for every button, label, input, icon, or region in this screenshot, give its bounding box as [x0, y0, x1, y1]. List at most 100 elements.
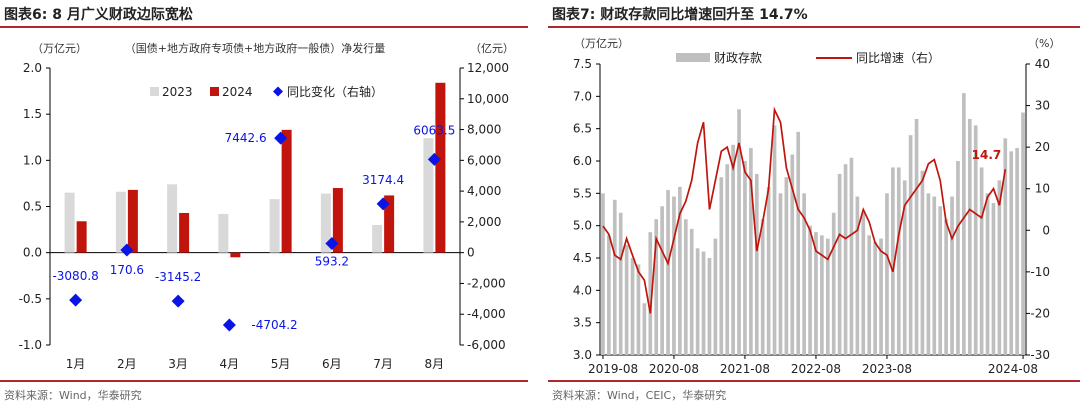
- bar-2024: [281, 129, 292, 253]
- left-tick-label: 2.0: [23, 61, 42, 75]
- bar-2024: [127, 189, 138, 253]
- x-tick-label: 6月: [322, 357, 342, 371]
- bar-fiscal-deposit: [814, 232, 818, 355]
- left-tick-label: 6.0: [573, 154, 592, 168]
- bar-2024: [435, 82, 446, 253]
- right-tick-label: -30: [1030, 348, 1050, 362]
- left-bottom-rule: [0, 380, 528, 382]
- right-y-axis-label: （亿元）: [470, 42, 514, 55]
- x-tick-label: 3月: [168, 357, 188, 371]
- right-bottom-rule: [548, 380, 1080, 382]
- bar-fiscal-deposit: [778, 193, 783, 355]
- left-chart-svg: （万亿元） （亿元） （国债+地方政府专项债+地方政府一般债）净发行量 -1.0 -0.…: [19, 41, 514, 371]
- bar-fiscal-deposit: [973, 125, 978, 355]
- bar-fiscal-deposit: [695, 248, 700, 355]
- bar-fiscal-deposit: [1015, 148, 1019, 355]
- yoy-change-marker: [120, 243, 134, 257]
- right-tick-label: 2,000: [467, 215, 501, 229]
- x-tick-label: 5月: [271, 357, 291, 371]
- bar-fiscal-deposit: [879, 238, 883, 355]
- bar-fiscal-deposit: [701, 251, 706, 355]
- yoy-change-marker: [274, 131, 288, 145]
- bar-fiscal-deposit: [672, 196, 676, 355]
- legend-label-yoy: 同比变化（右轴）: [287, 84, 383, 99]
- right-tick-label: 4,000: [467, 184, 501, 198]
- left-tick-label: -0.5: [19, 292, 42, 306]
- bar-fiscal-deposit: [1009, 151, 1014, 355]
- yoy-change-label: -3145.2: [155, 270, 201, 284]
- bar-fiscal-deposit: [754, 173, 759, 355]
- bar-fiscal-deposit: [932, 196, 937, 355]
- right-source: 资料来源：Wind，CEIC，华泰研究: [552, 389, 727, 402]
- x-tick-label: 2024-08: [988, 362, 1038, 376]
- bar-fiscal-deposit: [642, 303, 647, 355]
- bar-2023: [115, 191, 126, 253]
- left-tick-label: 5.0: [573, 219, 592, 233]
- bar-fiscal-deposit: [820, 235, 824, 355]
- bar-fiscal-deposit: [926, 193, 931, 355]
- bar-fiscal-deposit: [802, 193, 806, 355]
- bar-fiscal-deposit: [666, 190, 670, 355]
- bar-fiscal-deposit: [825, 238, 830, 355]
- bar-fiscal-deposit: [837, 173, 842, 355]
- bar-fiscal-deposit: [861, 212, 866, 355]
- right-y-axis-label: （%）: [1028, 37, 1060, 50]
- yoy-change-label: 6063.5: [413, 123, 455, 137]
- right-tick-label: 0: [467, 246, 475, 260]
- x-tick-label: 2021-08: [720, 362, 770, 376]
- bar-fiscal-deposit: [796, 131, 801, 355]
- bar-fiscal-deposit: [831, 212, 836, 355]
- bar-2024: [332, 188, 343, 253]
- bar-2023: [372, 224, 383, 253]
- bar-fiscal-deposit: [654, 219, 659, 355]
- bar-fiscal-deposit: [902, 180, 907, 355]
- legend-swatch-2023: [150, 87, 159, 96]
- bar-fiscal-deposit: [624, 245, 629, 355]
- bar-fiscal-deposit: [749, 148, 753, 355]
- bar-fiscal-deposit: [979, 167, 984, 355]
- bar-fiscal-deposit: [956, 161, 960, 355]
- bar-fiscal-deposit: [601, 193, 605, 355]
- left-tick-label: 1.0: [23, 153, 42, 167]
- yoy-change-label: 170.6: [110, 263, 144, 277]
- bar-fiscal-deposit: [855, 196, 860, 355]
- bar-fiscal-deposit: [967, 118, 972, 355]
- bar-fiscal-deposit: [920, 170, 925, 355]
- bar-fiscal-deposit: [985, 193, 990, 355]
- bar-fiscal-deposit: [725, 164, 730, 355]
- bar-fiscal-deposit: [648, 232, 653, 355]
- yoy-change-marker: [325, 237, 339, 251]
- bar-2024: [230, 252, 241, 258]
- bar-fiscal-deposit: [713, 238, 718, 355]
- x-tick-label: 2023-08: [862, 362, 912, 376]
- bar-2023: [320, 193, 331, 253]
- bar-fiscal-deposit: [944, 219, 948, 355]
- legend-label-growth: 同比增速（右）: [856, 50, 940, 65]
- legend-label-2023: 2023: [162, 85, 193, 99]
- bar-fiscal-deposit: [766, 186, 771, 355]
- bar-2024: [76, 221, 87, 253]
- left-y-axis-label: （万亿元）: [574, 37, 629, 50]
- bar-fiscal-deposit: [719, 177, 724, 355]
- x-tick-label: 8月: [425, 357, 445, 371]
- bar-2023: [167, 184, 178, 253]
- yoy-change-label: 593.2: [315, 255, 349, 269]
- bar-fiscal-deposit: [607, 235, 611, 355]
- bar-fiscal-deposit: [896, 167, 901, 355]
- left-tick-label: 0.5: [23, 200, 42, 214]
- right-title-rule: [548, 26, 1080, 28]
- yoy-change-marker: [69, 293, 83, 307]
- legend-swatch-deposit: [676, 53, 710, 62]
- bar-fiscal-deposit: [683, 219, 688, 355]
- right-tick-label: 10: [1035, 182, 1050, 196]
- yoy-change-label: 7442.6: [225, 131, 267, 145]
- left-tick-label: 6.5: [573, 122, 592, 136]
- right-tick-label: -6,000: [467, 338, 506, 352]
- yoy-change-label: -3080.8: [52, 269, 98, 283]
- right-tick-label: 0: [1042, 223, 1050, 237]
- left-tick-label: 1.5: [23, 107, 42, 121]
- x-tick-label: 1月: [66, 357, 86, 371]
- bar-fiscal-deposit: [891, 167, 895, 355]
- line-yoy-growth: [602, 106, 1007, 314]
- bar-fiscal-deposit: [997, 180, 1002, 355]
